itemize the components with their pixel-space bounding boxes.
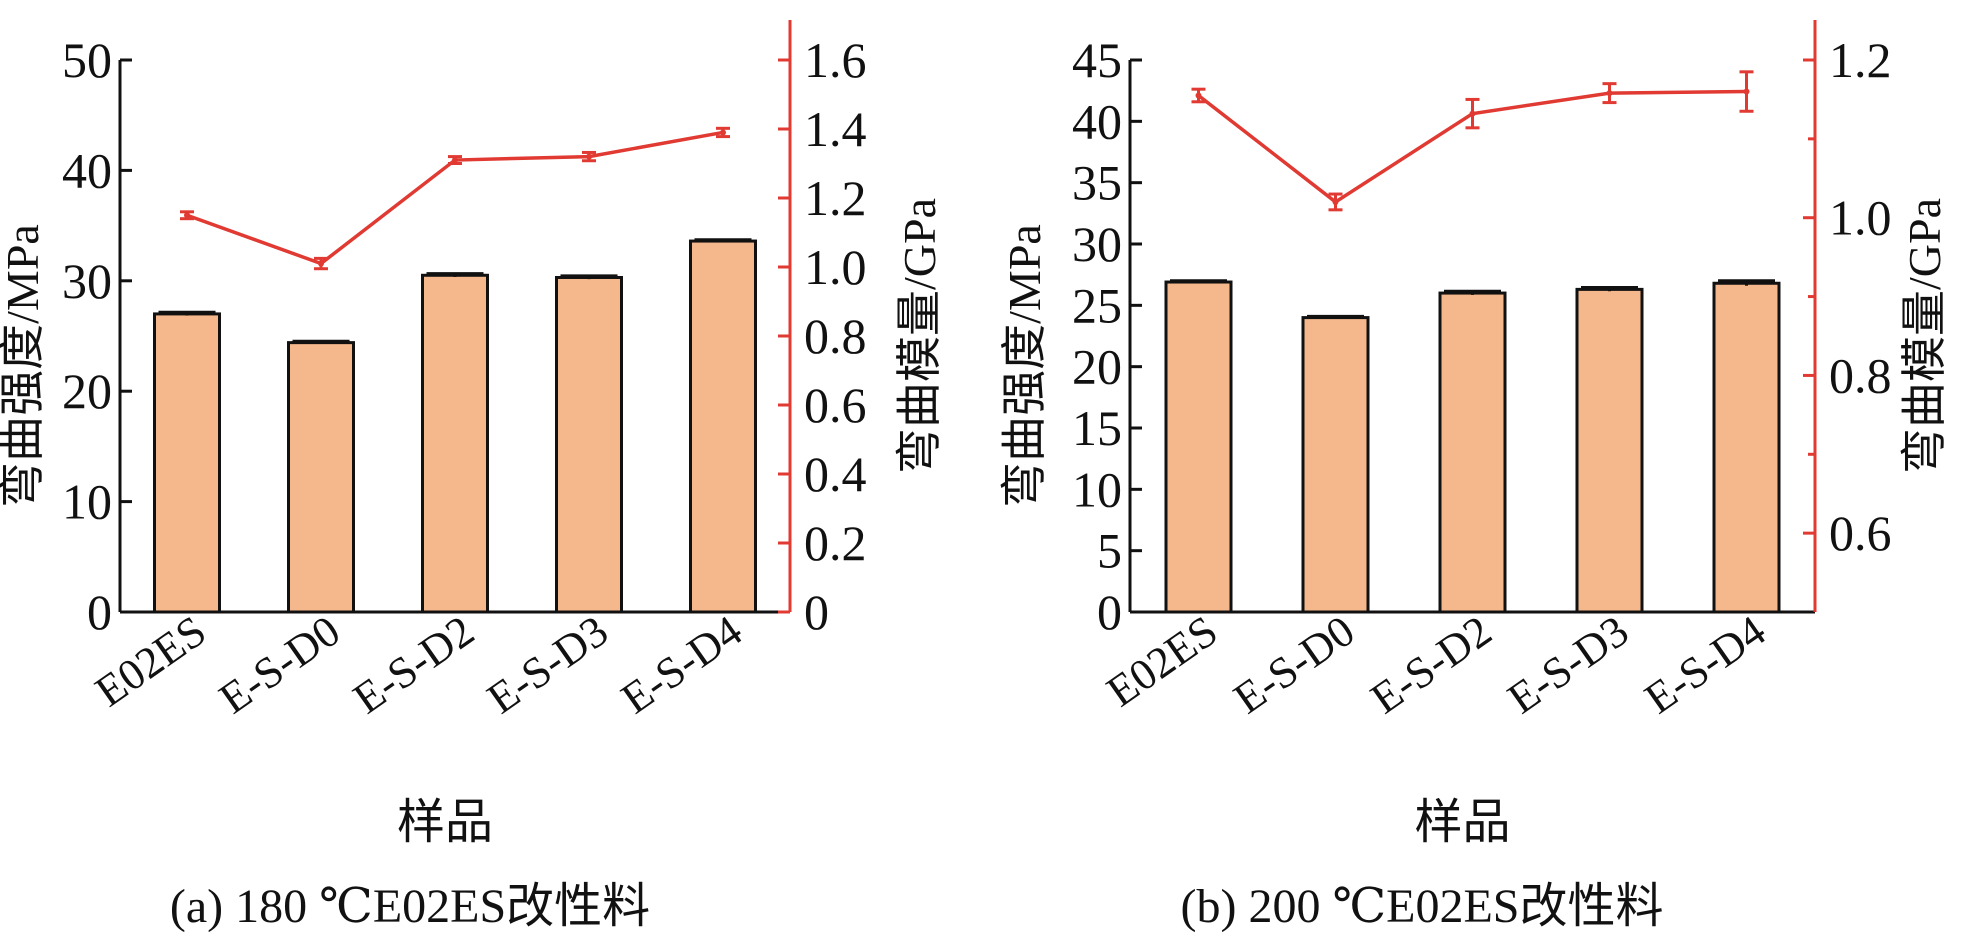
left-tick-label: 25 [1072, 277, 1122, 333]
right-tick-label: 1.6 [804, 32, 867, 88]
y-axis-label: 弯曲强度/MPa [999, 224, 1050, 508]
right-tick-label: 0.6 [1829, 505, 1892, 561]
left-tick-label: 40 [1072, 93, 1122, 149]
bar-E-S-D2 [421, 273, 489, 614]
right-tick-label: 1.2 [804, 170, 867, 226]
modulus-point [1332, 198, 1339, 205]
right-tick-label: 1.0 [1829, 190, 1892, 246]
modulus-point [452, 157, 458, 164]
panel-caption: (b) 200 ℃E02ES改性料 [1180, 880, 1663, 933]
left-tick-label: 10 [62, 474, 112, 530]
modulus-point [586, 153, 592, 160]
modulus-point [1195, 92, 1202, 99]
category-label: E-S-D3 [1499, 606, 1637, 723]
category-label: E-S-D2 [1362, 606, 1500, 723]
x-axis-label: 样品 [397, 796, 493, 849]
bar-E-S-D4 [689, 239, 757, 614]
left-tick-label: 0 [87, 584, 112, 640]
bar-E-S-D2 [1438, 291, 1507, 614]
left-tick-label: 20 [1072, 339, 1122, 395]
bar-E-S-D0 [1301, 316, 1370, 614]
right-tick-label: 0.8 [1829, 347, 1892, 403]
modulus-point [184, 212, 190, 219]
left-tick-label: 0 [1097, 584, 1122, 640]
modulus-point [1743, 88, 1750, 95]
y-axis-label-right: 弯曲模量/GPa [894, 198, 945, 474]
x-axis-label: 样品 [1414, 796, 1510, 849]
panel-caption: (a) 180 ℃E02ES改性料 [170, 880, 650, 933]
bar-E-S-D0 [287, 341, 355, 614]
y-axis-label: 弯曲强度/MPa [0, 224, 48, 508]
right-tick-label: 1.2 [1829, 32, 1892, 88]
bar-E02ES [1164, 280, 1233, 614]
left-tick-label: 45 [1072, 32, 1122, 88]
right-tick-label: 1.0 [804, 239, 867, 295]
modulus-point [1606, 90, 1613, 97]
modulus-point [720, 129, 726, 136]
category-label: E-S-D3 [479, 606, 617, 723]
y-axis-label-right: 弯曲模量/GPa [1899, 198, 1950, 474]
right-tick-label: 0.4 [804, 446, 867, 502]
left-tick-label: 40 [62, 142, 112, 198]
left-tick-label: 5 [1097, 523, 1122, 579]
category-label: E-S-D4 [613, 606, 751, 723]
bar-E-S-D3 [555, 275, 623, 614]
right-tick-label: 1.4 [804, 101, 867, 157]
category-label: E-S-D0 [211, 606, 349, 723]
bar-E-S-D3 [1575, 287, 1644, 614]
category-label: E-S-D2 [345, 606, 483, 723]
category-label: E-S-D4 [1636, 606, 1774, 723]
panel-a: 0102030405000.20.40.60.81.01.21.41.6E02E… [0, 20, 945, 933]
left-tick-label: 50 [62, 32, 112, 88]
bar-E02ES [153, 312, 221, 614]
modulus-line [186, 130, 724, 266]
right-tick-label: 0 [804, 584, 829, 640]
panel-b: 0510152025303540450.60.81.01.2E02ESE-S-D… [999, 20, 1950, 933]
right-tick-label: 0.8 [804, 308, 867, 364]
left-tick-label: 15 [1072, 400, 1122, 456]
left-tick-label: 30 [62, 253, 112, 309]
modulus-point [318, 260, 324, 267]
left-tick-label: 20 [62, 363, 112, 419]
right-tick-label: 0.6 [804, 377, 867, 433]
category-label: E-S-D0 [1225, 606, 1363, 723]
left-tick-label: 35 [1072, 155, 1122, 211]
bar-E-S-D4 [1712, 281, 1781, 614]
modulus-point [1469, 110, 1476, 117]
left-tick-label: 10 [1072, 461, 1122, 517]
right-tick-label: 0.2 [804, 515, 867, 571]
left-tick-label: 30 [1072, 216, 1122, 272]
